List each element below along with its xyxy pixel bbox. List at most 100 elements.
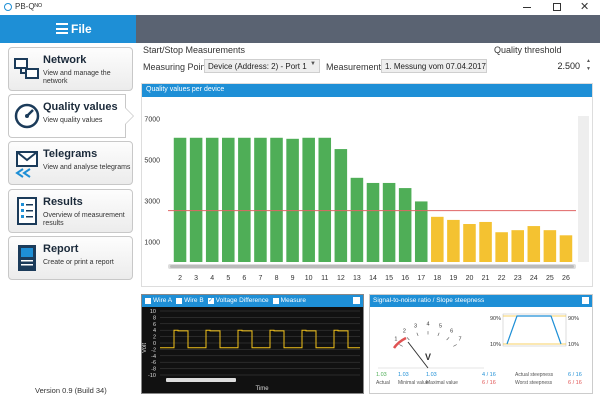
osc-hscroll-thumb [166, 378, 236, 382]
checkbox-box [176, 297, 183, 304]
pct-top-left: 90% [490, 316, 501, 322]
osc-checkbox[interactable]: Measure [272, 297, 306, 304]
osc-y-tick: -6 [151, 360, 156, 366]
x-tick-label: 25 [546, 275, 554, 282]
x-tick-label: 8 [275, 275, 279, 282]
x-tick-label: 13 [353, 275, 361, 282]
sidebar-item-title: Report [43, 243, 79, 255]
sidebar-item-results[interactable]: Results Overview of measurement results [8, 189, 133, 233]
stat-value: 1.03 [426, 372, 437, 378]
x-tick-label: 20 [466, 275, 474, 282]
measurement-label: Measurement [326, 62, 382, 72]
pct-bottom-left: 10% [490, 342, 501, 348]
startstop-label: Start/Stop Measurements [143, 45, 246, 55]
file-menu-button[interactable]: File [0, 15, 136, 43]
gauge-tick-mark [446, 337, 450, 341]
spinner-up-icon[interactable]: ▲ [586, 58, 591, 64]
checkbox-label: Wire B [184, 297, 204, 304]
osc-y-label: Volt [142, 343, 148, 353]
quality-threshold-value: 2.500 [557, 61, 580, 71]
bar [205, 137, 219, 262]
osc-y-tick: -4 [151, 354, 156, 360]
bar [463, 224, 476, 262]
gauge-tick-mark [406, 337, 410, 341]
bar [302, 137, 315, 262]
steepness-worst-value: 6 / 16 [482, 380, 496, 386]
gauge-tick: 3 [414, 323, 417, 329]
bar [447, 219, 460, 262]
spinner-down-icon[interactable]: ▼ [586, 66, 591, 72]
sidebar-item-quality-values[interactable]: Quality values View quality values [8, 94, 126, 138]
measuring-point-select[interactable]: Device (Address: 2) - Port 1 ▼ [204, 59, 320, 73]
copy-icon[interactable] [582, 297, 589, 304]
osc-y-tick: -2 [151, 347, 156, 353]
window-title: PB-Qᴺᴼ [15, 2, 43, 11]
bar [543, 230, 557, 262]
bar [254, 137, 267, 262]
x-tick-label: 19 [450, 275, 458, 282]
stat-label: Minimal value [398, 380, 429, 386]
quality-threshold-input[interactable]: 2.500 ▲ ▼ [494, 58, 592, 75]
pct-top-right: 90% [568, 316, 579, 322]
bar [189, 137, 203, 262]
x-tick-label: 10 [305, 275, 313, 282]
envelope-icon [15, 151, 38, 178]
maximize-icon[interactable] [553, 3, 561, 11]
bar [479, 221, 492, 262]
x-tick-label: 3 [194, 275, 198, 282]
bar [334, 149, 348, 262]
gauge-icon [14, 103, 40, 129]
snr-graphics: 12 3 4 5 67 V 90% 10% 90% 10% 1.03 Actual 1.03 Minima… [376, 313, 582, 386]
bar [350, 177, 364, 262]
bar [527, 226, 541, 262]
x-tick-label: 9 [291, 275, 295, 282]
chart-hscroll-thumb [170, 265, 574, 268]
bar [495, 232, 508, 262]
stat-value: 1.03 [376, 372, 387, 378]
app-icon [4, 3, 12, 11]
sidebar-item-network[interactable]: Network View and manage the network [8, 47, 133, 91]
gauge-red-zone [392, 336, 407, 349]
osc-checkbox[interactable]: Wire B [176, 297, 204, 304]
gauge-unit: V [425, 352, 431, 362]
sidebar-item-report[interactable]: Report Create or print a report [8, 236, 133, 280]
y-tick-label: 5000 [144, 157, 160, 164]
bar [366, 182, 380, 262]
bar [431, 216, 444, 262]
steepness-actual-value: 4 / 16 [482, 372, 496, 378]
y-tick-label: 3000 [144, 198, 160, 205]
x-tick-label: 22 [498, 275, 506, 282]
sidebar-item-title: Network [43, 54, 87, 66]
osc-checkbox[interactable]: Wire A [145, 297, 172, 304]
snr-panel: Signal-to-noise ratio / Slope steepness … [369, 294, 593, 394]
steepness-worst-label: Worst steepness [515, 380, 553, 386]
x-tick-label: 14 [369, 275, 377, 282]
active-item-pointer [125, 94, 134, 138]
measurement-value: 1. Messung vom 07.04.2017 [385, 62, 486, 71]
steepness-right-2: 6 / 16 [568, 380, 582, 386]
close-icon[interactable]: ✕ [580, 1, 590, 13]
bar [398, 188, 412, 262]
minimize-icon[interactable] [523, 7, 531, 8]
sidebar-item-telegrams[interactable]: Telegrams View and analyse telegrams [8, 141, 133, 185]
osc-checkbox[interactable]: ✓ Voltage Difference [207, 297, 269, 304]
copy-icon[interactable] [353, 297, 360, 304]
stat-label: Maximal value [426, 380, 458, 386]
measuring-point-label: Measuring Point [143, 62, 209, 72]
x-tick-label: 15 [385, 275, 393, 282]
osc-y-tick: 10 [150, 309, 156, 315]
checkbox-label: Voltage Difference [215, 297, 269, 304]
gauge-tick: 4 [426, 322, 429, 328]
pct-bottom-right: 10% [568, 342, 579, 348]
gauge-tick-mark [453, 344, 457, 347]
osc-y-tick: -8 [151, 367, 156, 373]
report-icon [18, 245, 36, 271]
gauge-needle [407, 341, 429, 369]
gauge-tick-mark [399, 344, 403, 347]
measurement-select[interactable]: 1. Messung vom 07.04.2017 [381, 59, 487, 73]
gauge-tick: 7 [459, 337, 462, 343]
x-tick-label: 17 [417, 275, 425, 282]
checkbox-box [145, 297, 151, 304]
chart-scrollbar [578, 116, 589, 262]
